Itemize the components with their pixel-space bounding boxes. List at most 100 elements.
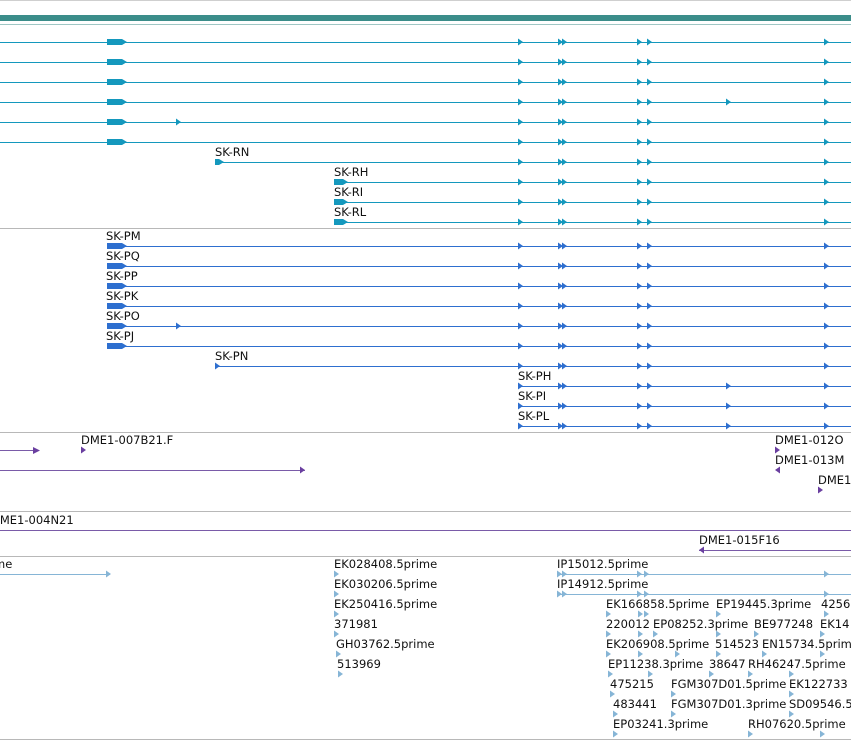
- exon-arrow-right-icon[interactable]: [824, 262, 829, 270]
- exon-arrow-right-icon[interactable]: [518, 322, 523, 330]
- est-label[interactable]: EN15734.5prime: [762, 637, 851, 651]
- exon-arrow-right-icon[interactable]: [343, 179, 348, 185]
- est-label[interactable]: 38647: [709, 657, 746, 671]
- exon-arrow-right-icon[interactable]: [820, 730, 825, 738]
- exon-arrow-right-icon[interactable]: [562, 382, 567, 390]
- transcript-label[interactable]: SK-PJ: [106, 329, 135, 343]
- exon-arrow-right-icon[interactable]: [824, 158, 829, 166]
- exon-arrow-right-icon[interactable]: [775, 446, 780, 454]
- exon-arrow-right-icon[interactable]: [219, 159, 224, 165]
- exon-arrow-right-icon[interactable]: [518, 198, 523, 206]
- exon-arrow-right-icon[interactable]: [824, 342, 829, 350]
- exon-arrow-right-icon[interactable]: [647, 242, 652, 250]
- exon-arrow-right-icon[interactable]: [638, 610, 643, 618]
- exon-arrow-right-icon[interactable]: [824, 198, 829, 206]
- exon-block[interactable]: [334, 179, 343, 185]
- exon-arrow-right-icon[interactable]: [638, 630, 643, 638]
- exon-arrow-right-icon[interactable]: [824, 242, 829, 250]
- exon-block[interactable]: [215, 159, 219, 165]
- exon-arrow-right-icon[interactable]: [647, 138, 652, 146]
- est-label[interactable]: EK250416.5prime: [334, 597, 438, 611]
- transcript-label[interactable]: SK-PN: [215, 349, 249, 363]
- est-label[interactable]: EP03241.3prime: [613, 717, 709, 731]
- exon-arrow-right-icon[interactable]: [558, 282, 563, 290]
- exon-arrow-right-icon[interactable]: [562, 158, 567, 166]
- exon-arrow-right-icon[interactable]: [122, 39, 127, 45]
- exon-arrow-right-icon[interactable]: [647, 282, 652, 290]
- exon-arrow-right-icon[interactable]: [637, 402, 642, 410]
- exon-arrow-right-icon[interactable]: [637, 218, 642, 226]
- exon-arrow-right-icon[interactable]: [562, 198, 567, 206]
- exon-arrow-right-icon[interactable]: [122, 59, 127, 65]
- exon-arrow-right-icon[interactable]: [562, 218, 567, 226]
- exon-arrow-right-icon[interactable]: [558, 322, 563, 330]
- exon-arrow-right-icon[interactable]: [653, 630, 658, 638]
- est-label[interactable]: IP15012.5prime: [557, 557, 649, 571]
- exon-arrow-right-icon[interactable]: [562, 242, 567, 250]
- exon-arrow-right-icon[interactable]: [562, 402, 567, 410]
- exon-arrow-right-icon[interactable]: [558, 422, 563, 430]
- transcript-label[interactable]: SK-RI: [334, 185, 364, 199]
- clone-end-icon[interactable]: [33, 447, 40, 454]
- exon-arrow-right-icon[interactable]: [122, 343, 127, 349]
- exon-arrow-right-icon[interactable]: [647, 158, 652, 166]
- est-label[interactable]: EK14: [820, 617, 850, 631]
- exon-arrow-right-icon[interactable]: [637, 98, 642, 106]
- exon-arrow-right-icon[interactable]: [716, 650, 721, 658]
- exon-arrow-right-icon[interactable]: [608, 670, 613, 678]
- exon-block[interactable]: [107, 283, 122, 289]
- exon-arrow-right-icon[interactable]: [647, 362, 652, 370]
- est-label[interactable]: EK206908.5prime: [606, 637, 710, 651]
- clone-label[interactable]: DME1-012O: [775, 433, 844, 447]
- exon-arrow-right-icon[interactable]: [637, 138, 642, 146]
- exon-arrow-right-icon[interactable]: [122, 119, 127, 125]
- exon-arrow-right-icon[interactable]: [824, 362, 829, 370]
- exon-arrow-right-icon[interactable]: [726, 382, 731, 390]
- exon-block[interactable]: [107, 263, 122, 269]
- exon-arrow-right-icon[interactable]: [558, 218, 563, 226]
- exon-arrow-right-icon[interactable]: [637, 282, 642, 290]
- exon-arrow-right-icon[interactable]: [122, 99, 127, 105]
- est-label[interactable]: EP08252.3prime: [653, 617, 749, 631]
- exon-arrow-right-icon[interactable]: [647, 218, 652, 226]
- exon-arrow-right-icon[interactable]: [562, 422, 567, 430]
- exon-arrow-right-icon[interactable]: [557, 590, 562, 598]
- exon-arrow-right-icon[interactable]: [518, 178, 523, 186]
- clone-label[interactable]: DME1-013M: [775, 453, 845, 467]
- exon-arrow-right-icon[interactable]: [637, 322, 642, 330]
- exon-arrow-right-icon[interactable]: [824, 570, 829, 578]
- exon-arrow-right-icon[interactable]: [336, 650, 341, 658]
- clone-label[interactable]: DME1: [818, 473, 851, 487]
- transcript-label[interactable]: SK-RN: [215, 145, 250, 159]
- exon-arrow-right-icon[interactable]: [637, 262, 642, 270]
- exon-arrow-right-icon[interactable]: [671, 710, 676, 718]
- exon-arrow-right-icon[interactable]: [518, 282, 523, 290]
- exon-arrow-right-icon[interactable]: [562, 570, 567, 578]
- exon-arrow-right-icon[interactable]: [748, 670, 753, 678]
- transcript-label[interactable]: SK-PP: [106, 269, 138, 283]
- clone-label[interactable]: DME1-007B21.F: [81, 433, 174, 447]
- exon-arrow-right-icon[interactable]: [518, 218, 523, 226]
- transcript-label[interactable]: SK-RH: [334, 165, 369, 179]
- exon-arrow-right-icon[interactable]: [562, 590, 567, 598]
- exon-arrow-right-icon[interactable]: [820, 650, 825, 658]
- exon-arrow-right-icon[interactable]: [824, 118, 829, 126]
- exon-arrow-right-icon[interactable]: [122, 79, 127, 85]
- exon-arrow-right-icon[interactable]: [606, 650, 611, 658]
- exon-arrow-right-icon[interactable]: [610, 690, 615, 698]
- transcript-label[interactable]: SK-PQ: [106, 249, 140, 263]
- exon-arrow-right-icon[interactable]: [824, 422, 829, 430]
- est-label[interactable]: me: [0, 557, 13, 571]
- exon-arrow-right-icon[interactable]: [762, 650, 767, 658]
- exon-arrow-right-icon[interactable]: [648, 670, 653, 678]
- exon-arrow-right-icon[interactable]: [557, 570, 562, 578]
- est-label[interactable]: 475215: [610, 677, 654, 691]
- exon-arrow-right-icon[interactable]: [176, 118, 181, 126]
- exon-arrow-right-icon[interactable]: [518, 158, 523, 166]
- est-label[interactable]: IP14912.5prime: [557, 577, 649, 591]
- exon-arrow-right-icon[interactable]: [637, 382, 642, 390]
- est-label[interactable]: 514523: [715, 637, 759, 651]
- exon-arrow-right-icon[interactable]: [647, 118, 652, 126]
- exon-arrow-right-icon[interactable]: [518, 422, 523, 430]
- exon-arrow-right-icon[interactable]: [558, 382, 563, 390]
